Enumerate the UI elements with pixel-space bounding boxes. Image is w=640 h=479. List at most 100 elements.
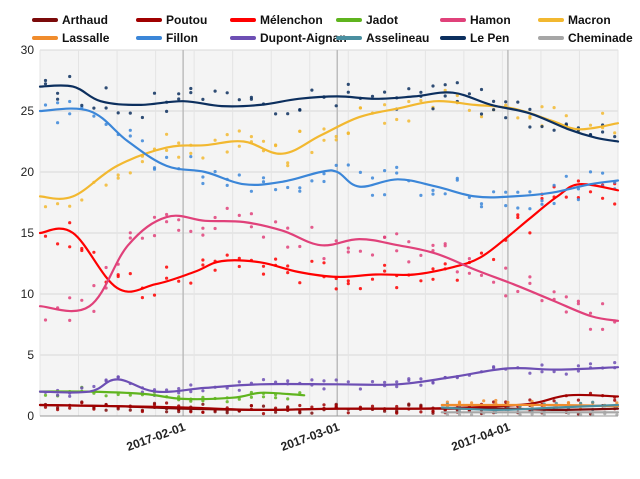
- poll-dot-le-pen: [443, 94, 447, 98]
- poll-dot-melenchon: [395, 286, 399, 290]
- poll-dot-fillon: [455, 176, 459, 180]
- poll-dot-macron: [298, 129, 302, 133]
- series-line-hamon: [38, 214, 620, 322]
- poll-dot-macron: [177, 155, 181, 159]
- poll-dot-macron: [165, 132, 169, 136]
- poll-dot-hamon: [504, 294, 508, 298]
- poll-dot-melenchon: [68, 221, 72, 225]
- poll-dot-hamon: [443, 244, 447, 248]
- legend-label: Lassalle: [62, 31, 110, 45]
- poll-dot-jadot: [298, 391, 302, 395]
- poll-dot-jadot: [43, 393, 48, 397]
- poll-dot-dupont-aignan: [116, 375, 120, 379]
- legend-label: Hamon: [470, 13, 511, 27]
- poll-dot-jadot: [189, 399, 193, 403]
- poll-dot-asselineau: [591, 400, 595, 404]
- poll-dot-arthaud: [104, 408, 108, 412]
- poll-dot-hamon: [407, 260, 411, 264]
- poll-dot-macron: [467, 108, 471, 112]
- legend-item-hamon[interactable]: Hamon: [440, 13, 511, 27]
- legend-item-dupont-aignan[interactable]: Dupont-Aignan: [230, 31, 347, 45]
- legend-item-fillon[interactable]: Fillon: [136, 31, 198, 45]
- poll-dot-lassalle: [566, 401, 571, 405]
- legend-item-arthaud[interactable]: Arthaud: [32, 13, 108, 27]
- poll-dot-dupont-aignan: [274, 380, 278, 384]
- legend-item-poutou[interactable]: Poutou: [136, 13, 207, 27]
- poll-dot-hamon: [152, 234, 157, 238]
- poll-dot-le-pen: [431, 84, 435, 88]
- poll-dot-hamon: [225, 206, 229, 210]
- poll-dot-fillon: [261, 180, 266, 184]
- x-tick-label: 2017-02-01: [125, 420, 188, 454]
- poll-dot-fillon: [370, 176, 375, 180]
- y-tick-label: 0: [27, 409, 34, 423]
- x-tick-label: 2017-04-01: [449, 420, 512, 454]
- poll-dot-dupont-aignan: [358, 387, 362, 391]
- legend-item-cheminade[interactable]: Cheminade: [538, 31, 633, 45]
- poll-dot-macron: [177, 141, 181, 145]
- poll-dot-dupont-aignan: [237, 380, 241, 384]
- poll-dot-melenchon: [43, 234, 48, 238]
- legend-item-asselineau[interactable]: Asselineau: [336, 31, 429, 45]
- poll-dot-dupont-aignan: [56, 393, 60, 397]
- series-line-poutou: [38, 393, 620, 412]
- poll-dot-dupont-aignan: [395, 385, 399, 389]
- poll-dot-le-pen: [56, 97, 60, 101]
- poll-dot-melenchon: [68, 245, 72, 249]
- poll-dot-hamon: [564, 295, 568, 299]
- poll-dot-hamon: [455, 270, 459, 274]
- legend-label: Fillon: [166, 31, 198, 45]
- poll-dot-le-pen: [116, 111, 120, 115]
- poll-dot-fillon: [43, 103, 48, 107]
- poll-dot-poutou: [431, 409, 435, 413]
- poll-dot-hamon: [177, 218, 181, 222]
- poll-dot-melenchon: [116, 273, 120, 277]
- poll-dot-le-pen: [601, 130, 605, 134]
- legend-item-jadot[interactable]: Jadot: [336, 13, 398, 27]
- poll-dot-hamon: [395, 232, 399, 236]
- legend-item-macron[interactable]: Macron: [538, 13, 611, 27]
- poll-dot-fillon: [322, 179, 326, 184]
- poll-dot-jadot: [225, 400, 229, 404]
- poll-dot-poutou: [310, 405, 314, 409]
- poll-dot-fillon: [213, 170, 217, 174]
- poll-dot-dupont-aignan: [383, 380, 387, 384]
- poll-dot-le-pen: [528, 107, 532, 111]
- poll-dot-melenchon: [540, 196, 544, 201]
- poll-dot-le-pen: [152, 91, 157, 95]
- poll-dot-le-pen: [274, 112, 278, 116]
- poll-dot-melenchon: [310, 259, 314, 263]
- poll-dot-hamon: [528, 275, 532, 279]
- poll-dot-poutou: [334, 403, 338, 408]
- poll-dot-le-pen: [56, 91, 60, 95]
- poll-dot-macron: [322, 138, 326, 142]
- legend-item-lassalle[interactable]: Lassalle: [32, 31, 110, 45]
- poll-dot-hamon: [68, 296, 72, 300]
- poll-dot-dupont-aignan: [346, 380, 350, 384]
- poll-dot-macron: [225, 133, 229, 137]
- legend-item-le-pen[interactable]: Le Pen: [440, 31, 509, 45]
- poll-dot-hamon: [201, 226, 205, 230]
- poll-dot-hamon: [407, 240, 411, 244]
- poll-dot-dupont-aignan: [261, 378, 266, 382]
- poll-dot-lassalle: [494, 398, 498, 403]
- poll-dot-dupont-aignan: [576, 369, 581, 373]
- poll-dot-le-pen: [383, 90, 387, 94]
- poll-dot-le-pen: [528, 125, 532, 129]
- poll-dot-melenchon: [443, 262, 447, 266]
- poll-dot-macron: [540, 105, 544, 109]
- poll-dot-macron: [261, 139, 266, 143]
- poll-dot-le-pen: [479, 112, 484, 116]
- poll-dot-fillon: [443, 192, 447, 196]
- poll-dot-macron: [237, 144, 241, 148]
- poll-dot-hamon: [576, 299, 581, 303]
- legend-item-melenchon[interactable]: Mélenchon: [230, 13, 323, 27]
- poll-dot-melenchon: [56, 242, 60, 246]
- poll-dot-macron: [140, 160, 144, 164]
- poll-dot-dupont-aignan: [552, 370, 556, 374]
- poll-dot-macron: [165, 148, 169, 152]
- poll-dot-le-pen: [213, 89, 217, 93]
- poll-dot-dupont-aignan: [564, 372, 568, 376]
- poll-dot-macron: [213, 138, 217, 142]
- poll-dot-fillon: [479, 202, 484, 206]
